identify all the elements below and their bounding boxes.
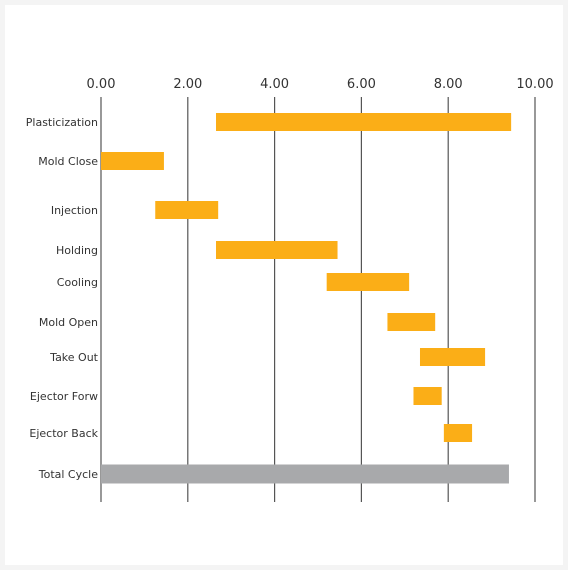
x-tick-label: 8.00	[434, 77, 463, 92]
bars	[101, 113, 512, 484]
bar-total-cycle	[101, 464, 509, 484]
category-label: Mold Close	[38, 155, 98, 168]
bar-injection	[155, 201, 219, 219]
x-tick-label: 10.00	[516, 77, 553, 92]
category-label: Ejector Back	[29, 427, 98, 440]
bar-ejector-back	[443, 424, 473, 442]
gantt-chart: 0.00 2.00 4.00 6.00 8.00 10.00 Plasticization…	[26, 77, 554, 502]
x-tick-label: 2.00	[173, 77, 202, 92]
bar-mold-open	[387, 313, 436, 331]
bar-take-out	[419, 348, 486, 366]
category-labels: Plasticization Mold Close Injection Holding…	[26, 116, 99, 481]
chart-panel: 0.00 2.00 4.00 6.00 8.00 10.00 Plasticization…	[5, 5, 563, 565]
category-label: Take Out	[49, 351, 99, 364]
bar-plasticization	[216, 113, 512, 131]
category-label: Mold Open	[39, 316, 98, 329]
x-tick-label: 4.00	[260, 77, 289, 92]
bar-ejector-forw	[413, 387, 442, 405]
bar-holding	[216, 241, 338, 259]
x-tick-label: 0.00	[87, 77, 116, 92]
category-label: Cooling	[57, 276, 98, 289]
category-label: Ejector Forw	[30, 390, 98, 403]
x-tick-labels: 0.00 2.00 4.00 6.00 8.00 10.00	[87, 77, 554, 92]
category-label: Plasticization	[26, 116, 98, 129]
x-tick-label: 6.00	[347, 77, 376, 92]
category-label: Injection	[51, 204, 98, 217]
bar-cooling	[326, 273, 410, 291]
gridlines	[100, 97, 536, 502]
bar-mold-close	[101, 152, 164, 170]
category-label: Total Cycle	[38, 468, 98, 481]
category-label: Holding	[56, 244, 98, 257]
